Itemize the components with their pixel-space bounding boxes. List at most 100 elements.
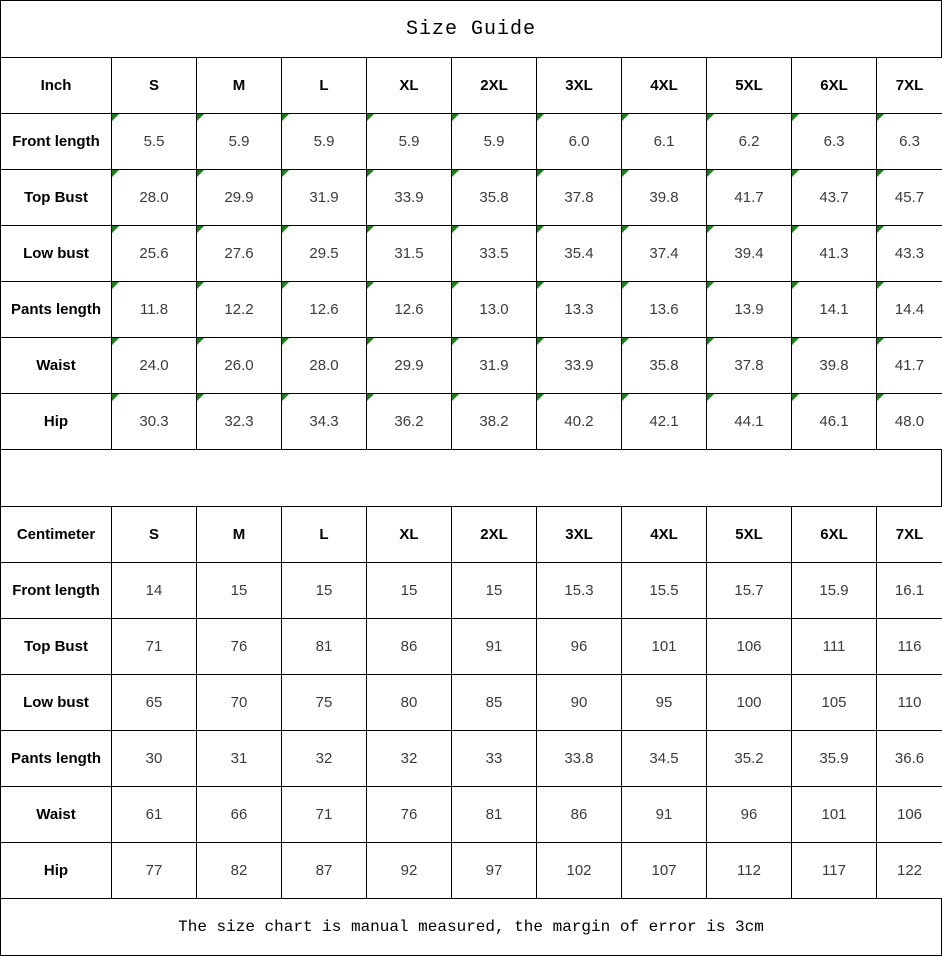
size-column-header: 5XL (707, 58, 792, 114)
value-cell: 90 (537, 675, 622, 731)
value-cell: 92 (367, 843, 452, 899)
value-cell: 42.1 (622, 394, 707, 450)
row-label: Top Bust (1, 170, 112, 226)
value-cell: 100 (707, 675, 792, 731)
value-cell: 30 (112, 731, 197, 787)
row-label: Pants length (1, 731, 112, 787)
value-cell: 39.4 (707, 226, 792, 282)
size-column-header: 7XL (877, 507, 942, 563)
value-cell: 13.0 (452, 282, 537, 338)
value-cell: 12.2 (197, 282, 282, 338)
value-cell: 12.6 (282, 282, 367, 338)
value-cell: 86 (537, 787, 622, 843)
value-cell: 26.0 (197, 338, 282, 394)
size-column-header: L (282, 507, 367, 563)
value-cell: 28.0 (112, 170, 197, 226)
value-cell: 117 (792, 843, 877, 899)
value-cell: 76 (367, 787, 452, 843)
row-label: Hip (1, 394, 112, 450)
value-cell: 97 (452, 843, 537, 899)
value-cell: 24.0 (112, 338, 197, 394)
value-cell: 29.9 (367, 338, 452, 394)
value-cell: 14 (112, 563, 197, 619)
value-cell: 80 (367, 675, 452, 731)
value-cell: 101 (792, 787, 877, 843)
value-cell: 35.9 (792, 731, 877, 787)
value-cell: 6.0 (537, 114, 622, 170)
value-cell: 39.8 (792, 338, 877, 394)
footer-note: The size chart is manual measured, the m… (0, 899, 942, 956)
value-cell: 106 (707, 619, 792, 675)
value-cell: 66 (197, 787, 282, 843)
value-cell: 28.0 (282, 338, 367, 394)
value-cell: 106 (877, 787, 942, 843)
value-cell: 35.2 (707, 731, 792, 787)
value-cell: 96 (537, 619, 622, 675)
value-cell: 31 (197, 731, 282, 787)
value-cell: 13.6 (622, 282, 707, 338)
value-cell: 25.6 (112, 226, 197, 282)
value-cell: 35.8 (622, 338, 707, 394)
value-cell: 29.5 (282, 226, 367, 282)
value-cell: 45.7 (877, 170, 942, 226)
value-cell: 77 (112, 843, 197, 899)
value-cell: 101 (622, 619, 707, 675)
value-cell: 6.3 (792, 114, 877, 170)
value-cell: 85 (452, 675, 537, 731)
value-cell: 34.3 (282, 394, 367, 450)
value-cell: 81 (452, 787, 537, 843)
size-column-header: XL (367, 507, 452, 563)
value-cell: 37.4 (622, 226, 707, 282)
size-column-header: 7XL (877, 58, 942, 114)
value-cell: 41.7 (877, 338, 942, 394)
size-column-header: 6XL (792, 58, 877, 114)
value-cell: 15.9 (792, 563, 877, 619)
size-column-header: 3XL (537, 58, 622, 114)
value-cell: 86 (367, 619, 452, 675)
value-cell: 87 (282, 843, 367, 899)
value-cell: 29.9 (197, 170, 282, 226)
value-cell: 112 (707, 843, 792, 899)
size-column-header: 4XL (622, 58, 707, 114)
value-cell: 116 (877, 619, 942, 675)
value-cell: 75 (282, 675, 367, 731)
value-cell: 96 (707, 787, 792, 843)
value-cell: 110 (877, 675, 942, 731)
value-cell: 38.2 (452, 394, 537, 450)
value-cell: 37.8 (537, 170, 622, 226)
value-cell: 5.9 (197, 114, 282, 170)
value-cell: 43.7 (792, 170, 877, 226)
size-column-header: S (112, 507, 197, 563)
value-cell: 15.7 (707, 563, 792, 619)
value-cell: 15.5 (622, 563, 707, 619)
value-cell: 35.8 (452, 170, 537, 226)
row-label: Top Bust (1, 619, 112, 675)
value-cell: 40.2 (537, 394, 622, 450)
value-cell: 65 (112, 675, 197, 731)
row-label: Low bust (1, 226, 112, 282)
value-cell: 41.7 (707, 170, 792, 226)
value-cell: 5.5 (112, 114, 197, 170)
value-cell: 15 (452, 563, 537, 619)
value-cell: 31.5 (367, 226, 452, 282)
unit-header: Inch (1, 58, 112, 114)
value-cell: 81 (282, 619, 367, 675)
value-cell: 31.9 (282, 170, 367, 226)
value-cell: 46.1 (792, 394, 877, 450)
value-cell: 6.3 (877, 114, 942, 170)
value-cell: 30.3 (112, 394, 197, 450)
value-cell: 11.8 (112, 282, 197, 338)
value-cell: 33.9 (367, 170, 452, 226)
value-cell: 41.3 (792, 226, 877, 282)
row-label: Waist (1, 338, 112, 394)
value-cell: 71 (282, 787, 367, 843)
value-cell: 105 (792, 675, 877, 731)
value-cell: 36.6 (877, 731, 942, 787)
value-cell: 16.1 (877, 563, 942, 619)
table-gap (0, 450, 942, 506)
